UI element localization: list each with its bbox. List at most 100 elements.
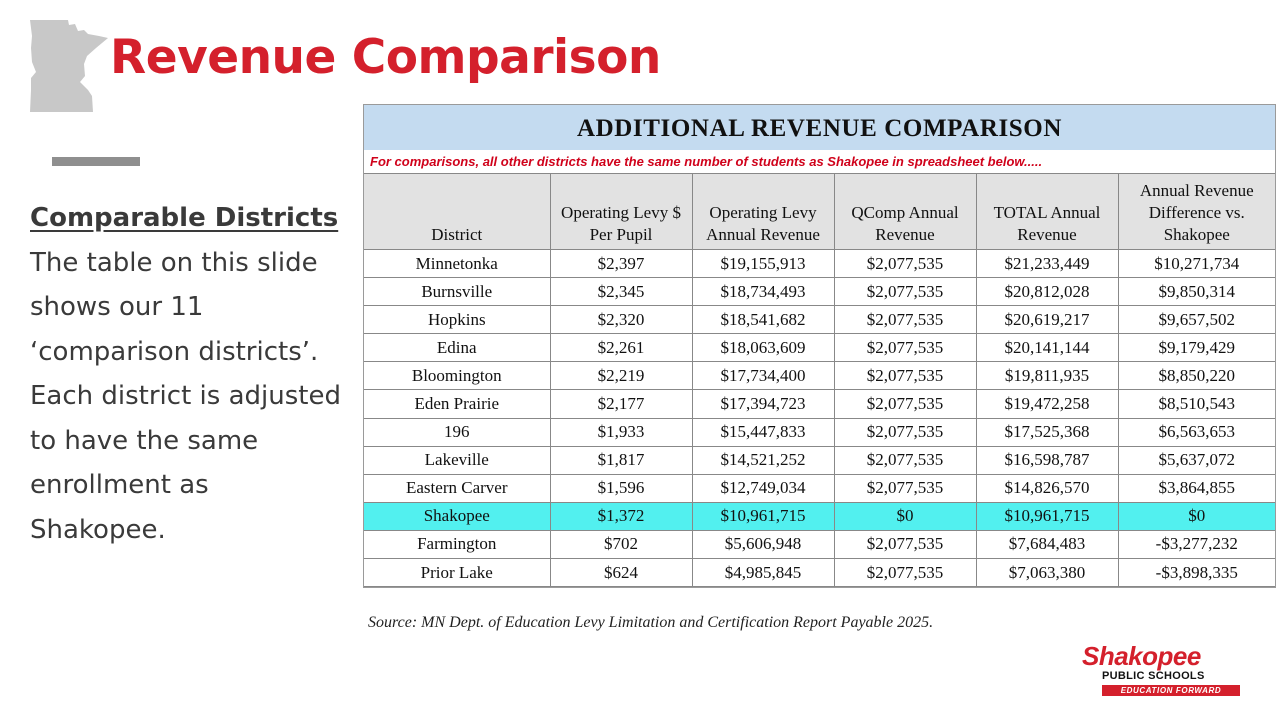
table-cell-levy-revenue: $18,063,609 — [692, 333, 835, 363]
table-row: Eden Prairie $2,177 $17,394,723 $2,077,535 $… — [364, 389, 1275, 419]
table-row: Prior Lake $624 $4,985,845 $2,077,535 $7,063… — [364, 558, 1275, 587]
sidebar-text: Comparable Districts The table on this s… — [30, 196, 350, 552]
table-cell-per-pupil: $702 — [550, 530, 693, 560]
table-cell-district: Eden Prairie — [364, 389, 551, 419]
table-cell-per-pupil: $1,596 — [550, 474, 693, 503]
table-cell-total: $19,472,258 — [976, 389, 1119, 419]
table-cell-levy-revenue: $5,606,948 — [692, 530, 835, 560]
table-cell-levy-revenue: $19,155,913 — [692, 249, 835, 279]
table-row: Lakeville $1,817 $14,521,252 $2,077,535 $16,… — [364, 446, 1275, 475]
table-cell-qcomp: $2,077,535 — [834, 277, 977, 307]
table-cell-difference: $9,657,502 — [1118, 305, 1275, 335]
column-header-qcomp: QComp Annual Revenue — [834, 174, 977, 250]
table-cell-difference: $10,271,734 — [1118, 249, 1275, 279]
table-cell-district: Minnetonka — [364, 249, 551, 279]
sidebar-body: The table on this slide shows our 11 ‘co… — [30, 247, 341, 545]
source-note: Source: MN Dept. of Education Levy Limit… — [368, 614, 934, 631]
table-cell-levy-revenue: $18,541,682 — [692, 305, 835, 335]
table-cell-qcomp: $2,077,535 — [834, 446, 977, 475]
table-cell-qcomp: $2,077,535 — [834, 418, 977, 447]
table-cell-levy-revenue: $18,734,493 — [692, 277, 835, 307]
table-cell-total: $17,525,368 — [976, 418, 1119, 447]
table-row: Burnsville $2,345 $18,734,493 $2,077,535 $20… — [364, 277, 1275, 307]
table-cell-levy-revenue: $14,521,252 — [692, 446, 835, 475]
table-cell-levy-revenue: $12,749,034 — [692, 474, 835, 503]
table-cell-district: Prior Lake — [364, 558, 551, 587]
table-cell-levy-revenue: $15,447,833 — [692, 418, 835, 447]
table-cell-difference: -$3,898,335 — [1118, 558, 1275, 587]
table-row: Edina $2,261 $18,063,609 $2,077,535 $20,141,… — [364, 333, 1275, 363]
table-cell-difference: $8,850,220 — [1118, 361, 1275, 391]
table-cell-levy-revenue: $17,394,723 — [692, 389, 835, 419]
column-header-total: TOTAL Annual Revenue — [976, 174, 1119, 250]
table-cell-qcomp: $2,077,535 — [834, 558, 977, 587]
table-cell-per-pupil: $2,219 — [550, 361, 693, 391]
revenue-table: ADDITIONAL REVENUE COMPARISON For compar… — [363, 104, 1276, 588]
table-cell-district: Burnsville — [364, 277, 551, 307]
table-cell-district: Bloomington — [364, 361, 551, 391]
table-cell-qcomp: $2,077,535 — [834, 361, 977, 391]
table-cell-difference: $9,179,429 — [1118, 333, 1275, 363]
table-cell-total: $14,826,570 — [976, 474, 1119, 503]
table-cell-per-pupil: $2,397 — [550, 249, 693, 279]
table-cell-district: Farmington — [364, 530, 551, 560]
column-header-district: District — [364, 174, 551, 250]
table-cell-total: $10,961,715 — [976, 502, 1119, 531]
table-cell-district: Lakeville — [364, 446, 551, 475]
table-cell-qcomp: $2,077,535 — [834, 389, 977, 419]
column-header-difference: Annual Revenue Difference vs. Shakopee — [1118, 174, 1275, 250]
table-cell-per-pupil: $2,320 — [550, 305, 693, 335]
sidebar-heading: Comparable Districts — [30, 203, 339, 233]
logo-tagline: EDUCATION FORWARD — [1102, 685, 1240, 696]
table-header-row: District Operating Levy $ Per Pupil Oper… — [364, 174, 1275, 250]
minnesota-map-icon — [30, 20, 108, 112]
table-cell-district: Hopkins — [364, 305, 551, 335]
table-row: Minnetonka $2,397 $19,155,913 $2,077,535 $21… — [364, 249, 1275, 279]
table-cell-per-pupil: $2,345 — [550, 277, 693, 307]
accent-bar — [52, 157, 140, 166]
table-cell-per-pupil: $1,372 — [550, 502, 693, 531]
table-cell-total: $16,598,787 — [976, 446, 1119, 475]
table-cell-total: $20,619,217 — [976, 305, 1119, 335]
table-cell-difference: $3,864,855 — [1118, 474, 1275, 503]
table-cell-total: $19,811,935 — [976, 361, 1119, 391]
table-cell-levy-revenue: $17,734,400 — [692, 361, 835, 391]
table-row: Bloomington $2,219 $17,734,400 $2,077,535 $1… — [364, 361, 1275, 391]
table-cell-per-pupil: $2,177 — [550, 389, 693, 419]
table-row: Shakopee $1,372 $10,961,715 $0 $10,961,715 $0 — [364, 502, 1275, 531]
table-cell-qcomp: $2,077,535 — [834, 305, 977, 335]
logo-wordmark: Shakopee — [1082, 641, 1201, 671]
column-header-per-pupil: Operating Levy $ Per Pupil — [550, 174, 693, 250]
table-cell-difference: $6,563,653 — [1118, 418, 1275, 447]
table-cell-total: $7,684,483 — [976, 530, 1119, 560]
logo-subtitle: PUBLIC SCHOOLS — [1102, 670, 1205, 682]
table-cell-district: Shakopee — [364, 502, 551, 531]
table-cell-total: $21,233,449 — [976, 249, 1119, 279]
table-cell-difference: $5,637,072 — [1118, 446, 1275, 475]
table-row: Eastern Carver $1,596 $12,749,034 $2,077,53… — [364, 474, 1275, 503]
table-cell-difference: $0 — [1118, 502, 1275, 531]
table-cell-difference: $8,510,543 — [1118, 389, 1275, 419]
table-cell-qcomp: $2,077,535 — [834, 474, 977, 503]
table-cell-per-pupil: $624 — [550, 558, 693, 587]
table-cell-total: $20,812,028 — [976, 277, 1119, 307]
table-note: For comparisons, all other districts hav… — [364, 150, 1275, 174]
table-title: ADDITIONAL REVENUE COMPARISON — [364, 105, 1275, 150]
table-cell-per-pupil: $1,817 — [550, 446, 693, 475]
slide-title: Revenue Comparison — [110, 30, 661, 85]
table-cell-district: Eastern Carver — [364, 474, 551, 503]
table-cell-qcomp: $0 — [834, 502, 977, 531]
table-cell-per-pupil: $1,933 — [550, 418, 693, 447]
table-row: 196 $1,933 $15,447,833 $2,077,535 $17,525,36… — [364, 418, 1275, 447]
table-cell-qcomp: $2,077,535 — [834, 249, 977, 279]
table-cell-total: $7,063,380 — [976, 558, 1119, 587]
table-cell-total: $20,141,144 — [976, 333, 1119, 363]
table-cell-qcomp: $2,077,535 — [834, 530, 977, 560]
comparison-table: District Operating Levy $ Per Pupil Oper… — [364, 174, 1275, 587]
table-cell-levy-revenue: $10,961,715 — [692, 502, 835, 531]
table-cell-difference: $9,850,314 — [1118, 277, 1275, 307]
table-cell-district: 196 — [364, 418, 551, 447]
table-cell-difference: -$3,277,232 — [1118, 530, 1275, 560]
district-logo: Shakopee PUBLIC SCHOOLS EDUCATION FORWAR… — [1080, 641, 1245, 699]
table-row: Farmington $702 $5,606,948 $2,077,535 $7,684… — [364, 530, 1275, 560]
